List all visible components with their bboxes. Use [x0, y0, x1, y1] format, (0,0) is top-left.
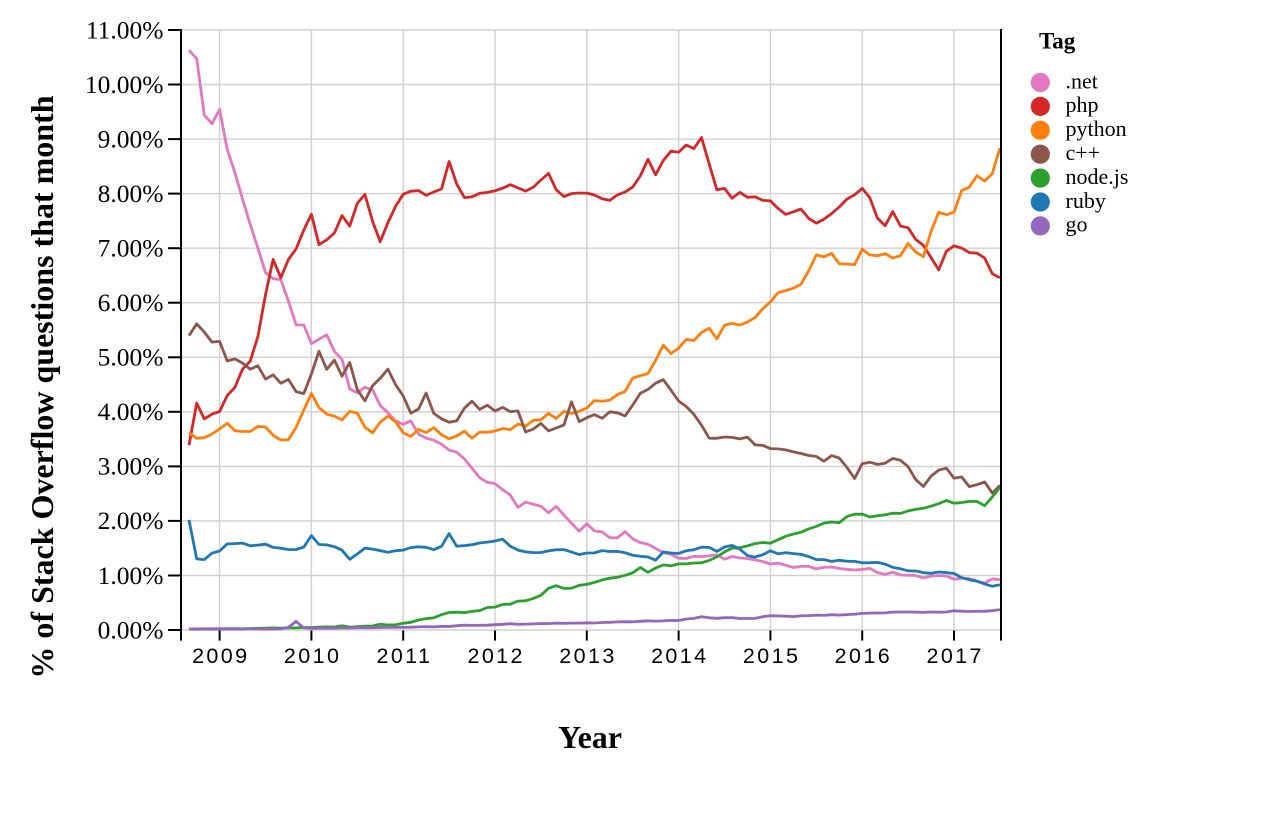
- svg-text:5.00%: 5.00%: [98, 343, 164, 372]
- svg-text:2010: 2010: [284, 644, 341, 668]
- svg-text:3.00%: 3.00%: [98, 452, 164, 481]
- svg-text:.net: .net: [1066, 68, 1098, 93]
- svg-text:Tag: Tag: [1039, 28, 1076, 53]
- svg-text:Year: Year: [558, 719, 622, 755]
- svg-text:go: go: [1066, 212, 1088, 237]
- svg-text:1.00%: 1.00%: [98, 561, 164, 590]
- svg-text:2016: 2016: [835, 644, 892, 668]
- svg-text:4.00%: 4.00%: [98, 397, 164, 426]
- svg-text:10.00%: 10.00%: [85, 70, 164, 99]
- svg-text:2.00%: 2.00%: [98, 506, 164, 535]
- svg-text:2015: 2015: [743, 644, 800, 668]
- svg-text:6.00%: 6.00%: [98, 288, 164, 317]
- svg-text:2014: 2014: [651, 644, 708, 668]
- svg-text:php: php: [1066, 92, 1099, 117]
- svg-text:2011: 2011: [376, 644, 432, 668]
- svg-text:9.00%: 9.00%: [98, 124, 164, 153]
- svg-text:node.js: node.js: [1066, 164, 1129, 189]
- svg-text:ruby: ruby: [1066, 188, 1106, 213]
- svg-text:11.00%: 11.00%: [86, 15, 164, 44]
- svg-text:2013: 2013: [559, 644, 616, 668]
- svg-text:7.00%: 7.00%: [98, 234, 164, 263]
- svg-text:% of Stack Overflow questions: % of Stack Overflow questions that month: [24, 95, 60, 678]
- svg-text:0.00%: 0.00%: [98, 615, 164, 644]
- svg-text:8.00%: 8.00%: [98, 179, 164, 208]
- svg-text:c++: c++: [1066, 140, 1101, 165]
- svg-text:python: python: [1066, 116, 1127, 141]
- svg-text:2017: 2017: [926, 644, 983, 668]
- svg-text:2009: 2009: [192, 644, 249, 668]
- svg-text:2012: 2012: [467, 644, 524, 668]
